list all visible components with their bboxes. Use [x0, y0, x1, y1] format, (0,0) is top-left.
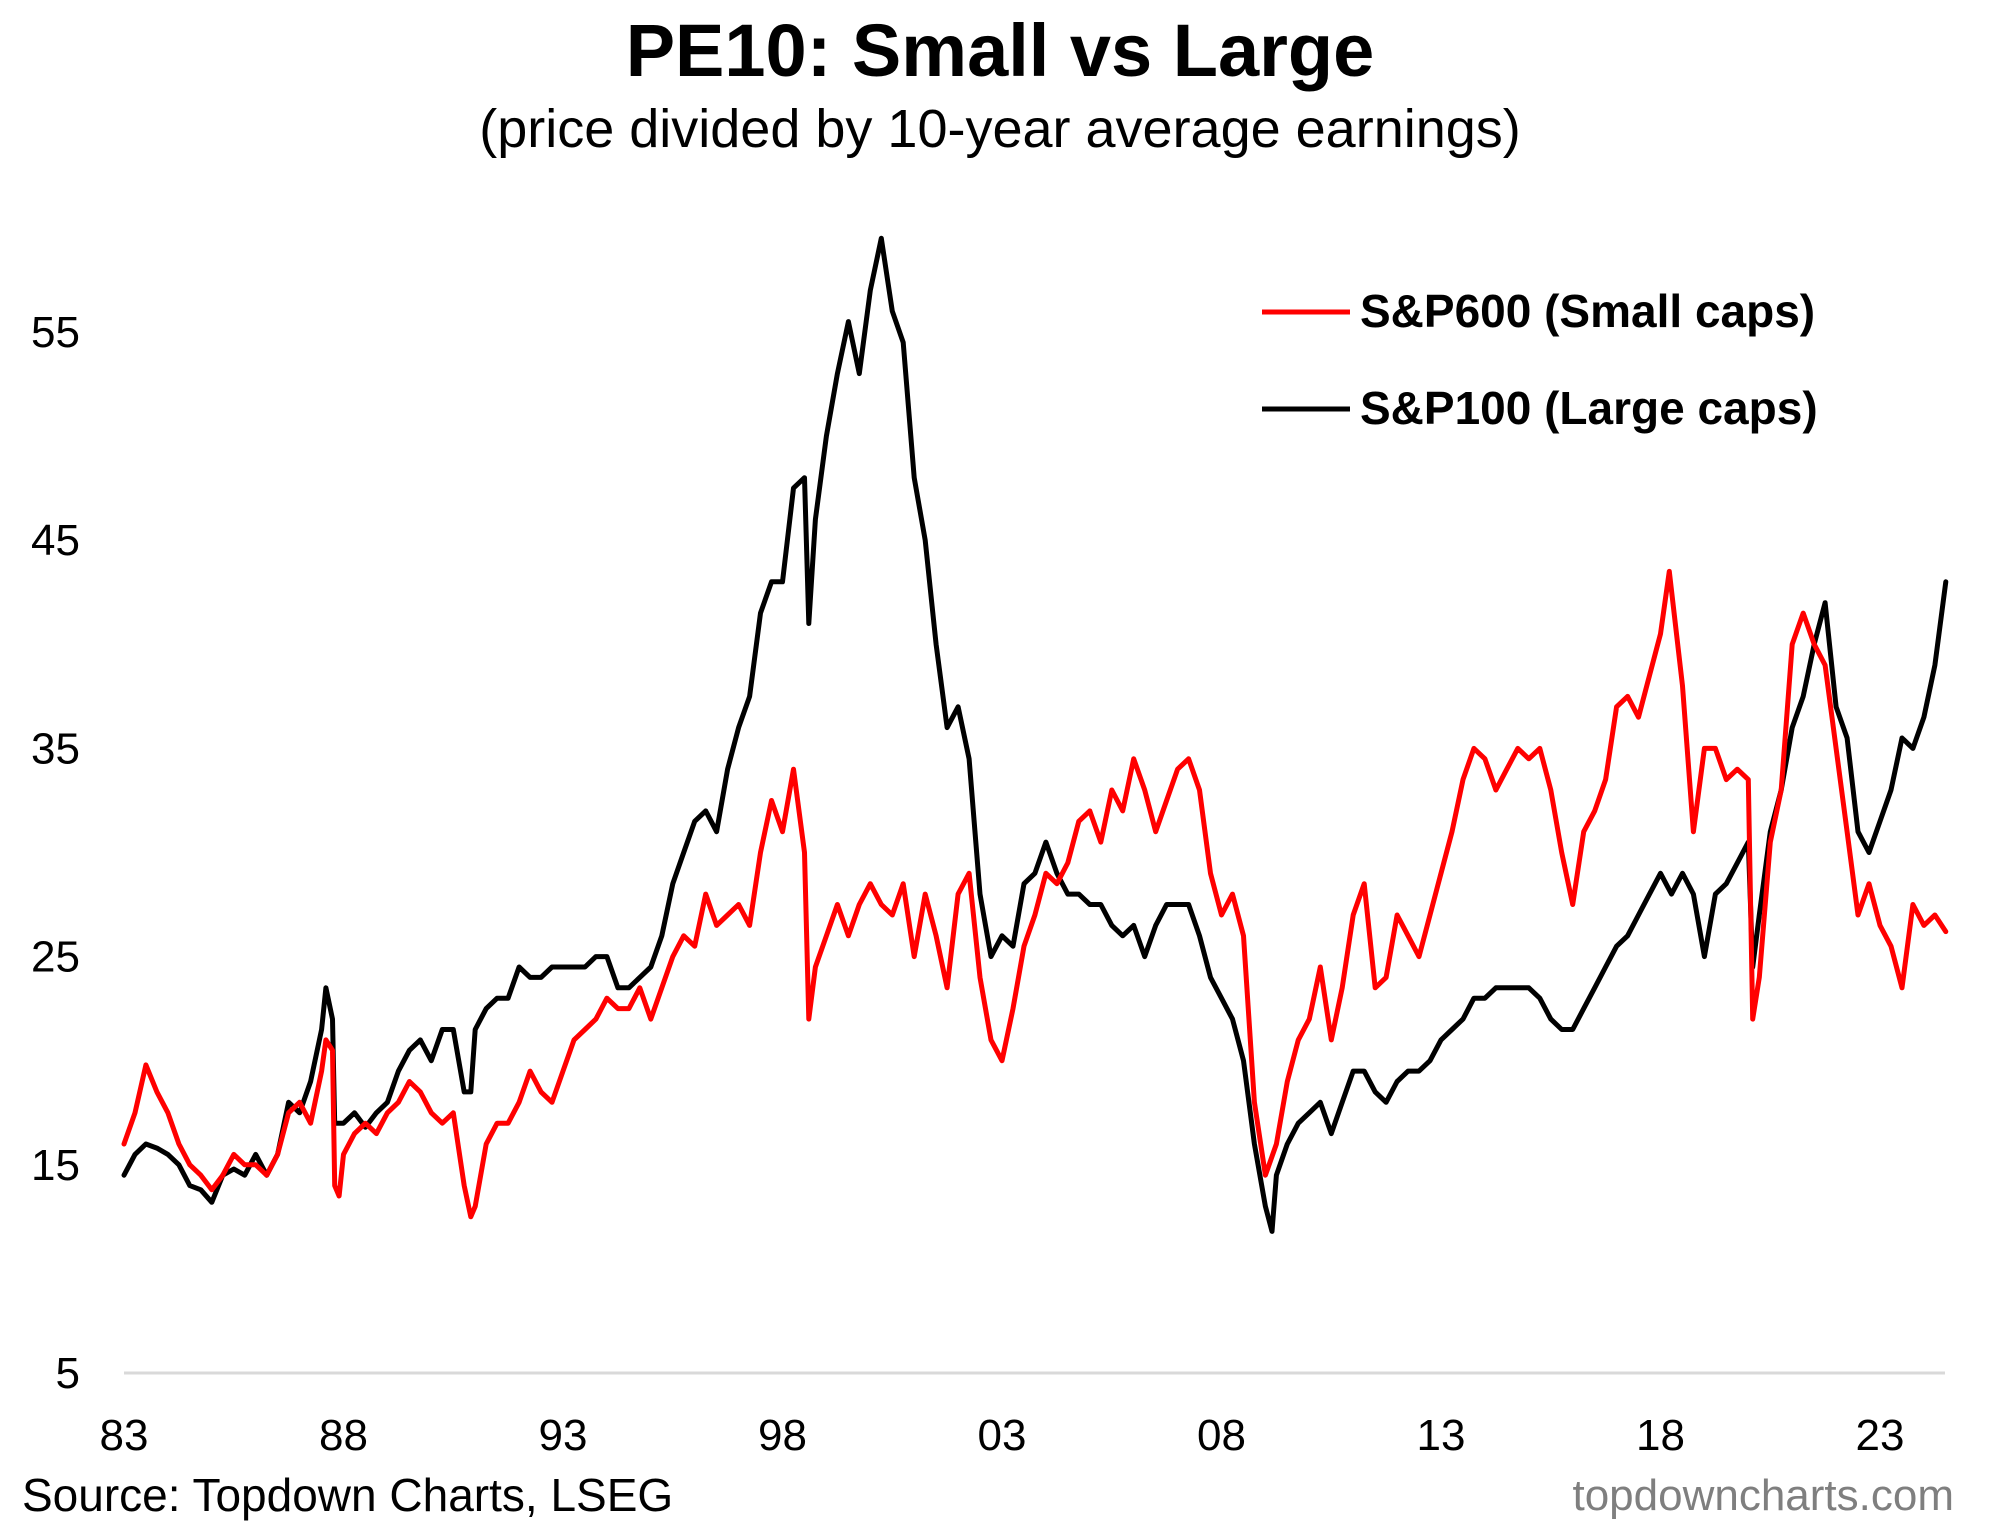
watermark: topdowncharts.com — [1572, 1471, 1954, 1520]
x-tick-label: 93 — [539, 1411, 588, 1460]
y-axis-ticks: 5 15 25 35 45 55 — [31, 308, 80, 1398]
legend: S&P600 (Small caps) S&P100 (Large caps) — [1262, 285, 1818, 434]
x-tick-label: 03 — [978, 1411, 1027, 1460]
legend-label-sp600: S&P600 (Small caps) — [1360, 285, 1815, 337]
y-tick-label: 45 — [31, 516, 80, 565]
x-tick-label: 23 — [1856, 1411, 1905, 1460]
x-axis-ticks: 83 88 93 98 03 08 13 18 23 — [100, 1411, 1905, 1460]
y-tick-label: 15 — [31, 1141, 80, 1190]
legend-label-sp100: S&P100 (Large caps) — [1360, 382, 1818, 434]
series-line-sp600 — [121, 568, 1949, 1220]
y-tick-label: 35 — [31, 724, 80, 773]
x-tick-label: 88 — [319, 1411, 368, 1460]
series-line-sp100 — [121, 235, 1949, 1234]
chart-subtitle: (price divided by 10-year average earnin… — [479, 99, 1521, 159]
x-tick-label: 13 — [1417, 1411, 1466, 1460]
chart-title: PE10: Small vs Large — [625, 9, 1375, 92]
x-tick-label: 98 — [758, 1411, 807, 1460]
y-tick-label: 5 — [56, 1349, 80, 1398]
y-tick-label: 25 — [31, 933, 80, 982]
x-tick-label: 83 — [100, 1411, 149, 1460]
x-tick-label: 18 — [1636, 1411, 1685, 1460]
series-layer — [121, 235, 1949, 1234]
x-tick-label: 08 — [1197, 1411, 1246, 1460]
y-tick-label: 55 — [31, 308, 80, 357]
source-note: Source: Topdown Charts, LSEG — [22, 1469, 674, 1521]
